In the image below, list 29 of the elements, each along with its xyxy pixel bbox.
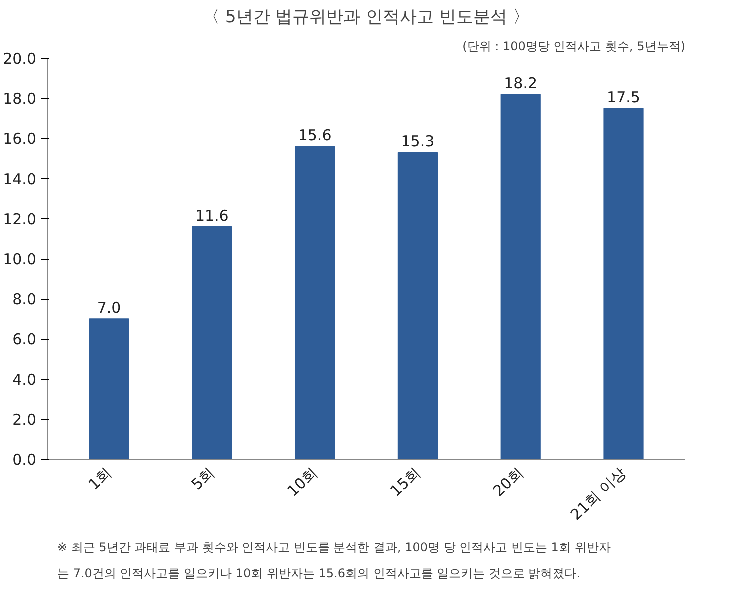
y-tick-label: 20.0 (3, 50, 37, 68)
bar (294, 146, 336, 460)
y-tick-label: 0.0 (12, 451, 37, 469)
x-tick-label: 5회 (188, 464, 218, 494)
data-label: 15.6 (298, 126, 332, 145)
text: 는 7.0건의 인적사고를 일으키나 10회 위반자는 15.6회의 인적사고를 일으키는 것으로 밝혀졌다. (58, 566, 581, 580)
data-label: 7.0 (97, 299, 122, 318)
y-tick-label: 16.0 (3, 130, 37, 148)
y-tick-label: 8.0 (12, 290, 37, 309)
x-tick-label: 1회 (85, 464, 116, 494)
y-tick-label: 18.0 (3, 90, 37, 108)
data-label: 18.2 (504, 74, 538, 93)
data-label: 15.3 (401, 132, 435, 151)
bar (398, 152, 438, 460)
y-tick-label: 14.0 (3, 170, 37, 188)
chart-subtitle: (단위 : 100명당 인적사고 횟수, 5년누적) (462, 40, 686, 54)
bar (604, 108, 644, 460)
bar (500, 94, 541, 460)
y-tick-label: 4.0 (12, 370, 37, 389)
y-tick-label: 2.0 (12, 410, 37, 429)
y-tick-label: 6.0 (12, 330, 37, 349)
y-tick-label: 12.0 (3, 210, 37, 228)
bar (89, 318, 130, 460)
text: ※ 최근 5년간 과태료 부과 횟수와 인적사고 빈도를 분석한 결과, 100명 당 인적사고 빈도는 1회 위반자 (58, 540, 611, 554)
data-label: 17.5 (607, 88, 640, 107)
bar (192, 226, 232, 460)
y-tick-label: 10.0 (3, 250, 37, 268)
data-label: 11.6 (195, 206, 229, 225)
chart-title: 〈 5년간 법규위반과 인적사고 빈도분석 〉 (203, 8, 530, 28)
